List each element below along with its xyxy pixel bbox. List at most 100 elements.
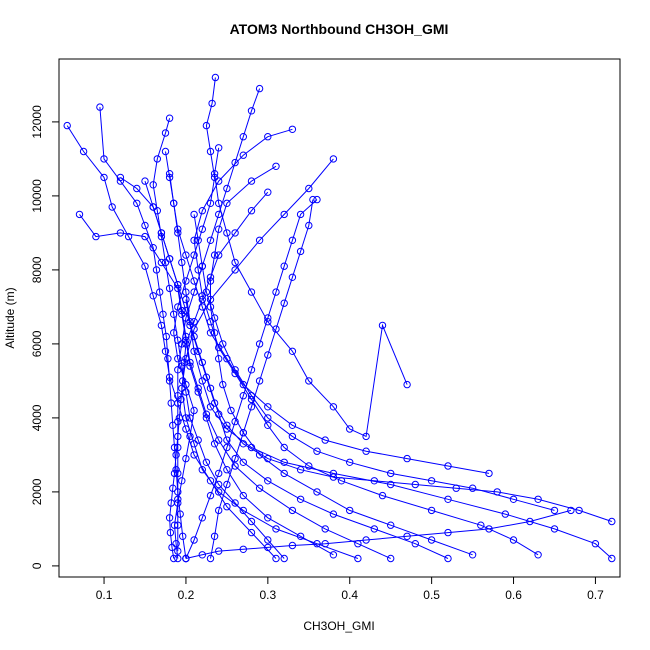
data-point	[264, 133, 272, 141]
data-point	[247, 288, 256, 296]
data-point	[194, 347, 202, 355]
data-point	[206, 199, 215, 208]
data-point	[186, 358, 194, 367]
data-point	[280, 210, 288, 219]
data-point	[167, 399, 175, 407]
data-point	[608, 554, 616, 563]
data-point	[165, 173, 174, 182]
data-point	[219, 380, 227, 389]
data-point	[280, 458, 288, 466]
data-point	[161, 258, 170, 267]
data-point	[468, 484, 477, 492]
data-point	[215, 251, 223, 259]
data-point	[206, 147, 215, 156]
data-point	[141, 232, 149, 241]
data-point	[288, 273, 297, 281]
x-tick-label: 0.3	[259, 588, 276, 602]
data-point	[403, 380, 411, 389]
data-point	[231, 158, 239, 167]
data-point	[215, 469, 223, 478]
data-point	[208, 99, 216, 108]
data-point	[170, 199, 178, 208]
data-point	[215, 436, 223, 444]
data-point	[215, 480, 223, 489]
series-line	[152, 118, 285, 559]
data-point	[210, 532, 219, 540]
data-point	[378, 491, 387, 500]
data-point	[296, 532, 305, 540]
data-point	[174, 336, 182, 344]
data-point	[180, 358, 189, 367]
data-point	[202, 458, 211, 466]
data-point	[133, 199, 141, 208]
series-line	[165, 151, 490, 474]
data-point	[174, 366, 182, 374]
data-point	[190, 288, 198, 296]
data-point	[534, 551, 542, 559]
data-point	[321, 540, 329, 548]
data-point	[591, 540, 600, 548]
data-point	[477, 521, 485, 529]
data-point	[210, 399, 219, 407]
data-point	[411, 480, 419, 489]
data-point	[182, 277, 190, 285]
series-line	[210, 199, 314, 559]
data-point	[239, 458, 248, 466]
data-point	[182, 554, 190, 563]
data-point	[305, 221, 313, 230]
data-point	[194, 384, 202, 392]
data-point	[210, 170, 219, 178]
data-point	[223, 184, 231, 193]
data-point	[133, 184, 141, 193]
data-point	[309, 195, 317, 204]
data-point	[215, 343, 223, 352]
data-point	[190, 347, 198, 355]
series-line	[173, 77, 216, 559]
data-point	[255, 451, 264, 459]
data-point	[288, 432, 297, 441]
data-point	[509, 536, 518, 544]
data-point	[362, 536, 370, 544]
data-point	[329, 510, 338, 518]
data-point	[575, 506, 583, 515]
series-10	[210, 144, 411, 441]
y-tick-label: 8000	[30, 256, 44, 283]
data-point	[170, 554, 178, 563]
data-point	[210, 251, 219, 259]
data-point	[202, 373, 211, 381]
data-point	[403, 532, 411, 540]
data-point	[231, 366, 239, 374]
data-point	[444, 554, 452, 563]
data-point	[190, 406, 198, 415]
data-point	[526, 517, 534, 526]
data-point	[346, 458, 354, 466]
data-point	[172, 466, 180, 474]
data-point	[231, 499, 239, 507]
data-point	[165, 284, 174, 293]
series-line	[210, 165, 473, 556]
data-point	[313, 488, 321, 496]
data-point	[215, 144, 223, 152]
data-point	[168, 543, 176, 552]
data-point	[178, 306, 186, 315]
data-point	[96, 103, 104, 111]
data-point	[305, 377, 313, 385]
data-point	[215, 547, 223, 555]
series-line	[79, 214, 334, 556]
data-point	[174, 443, 182, 452]
series-19	[174, 84, 264, 555]
data-point	[427, 477, 436, 485]
data-point	[165, 514, 174, 522]
data-point	[288, 421, 297, 429]
data-point	[247, 517, 256, 526]
data-point	[194, 436, 202, 444]
data-point	[210, 440, 219, 448]
data-point	[100, 173, 108, 182]
data-point	[202, 121, 211, 130]
data-point	[108, 203, 116, 211]
data-point	[255, 340, 264, 348]
data-point	[485, 469, 493, 478]
data-point	[354, 554, 362, 563]
data-point	[296, 466, 305, 474]
